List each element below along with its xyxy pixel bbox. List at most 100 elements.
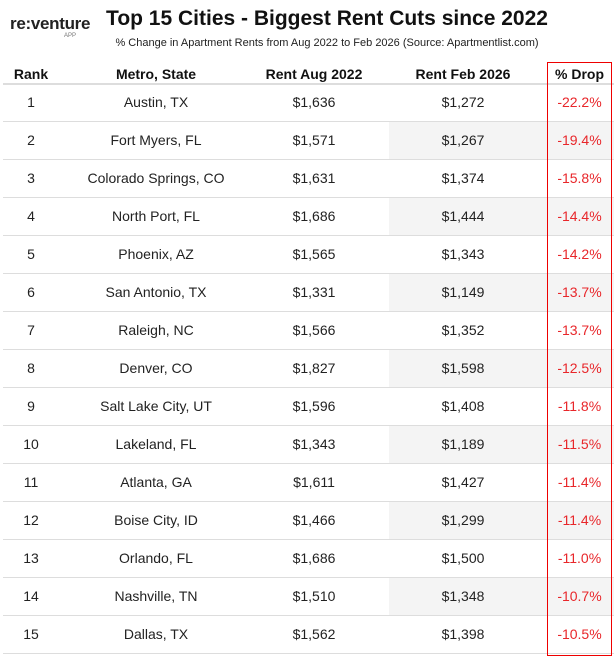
cell-rent-feb-2026: $1,299 — [441, 512, 485, 528]
chart-title: Top 15 Cities - Biggest Rent Cuts since … — [106, 7, 548, 30]
cell-pct-drop: -10.7% — [557, 588, 602, 604]
cell-pct-drop: -13.7% — [557, 284, 602, 300]
row-shade — [389, 122, 614, 159]
cell-rent-feb-2026: $1,374 — [441, 170, 485, 186]
cell-rent-aug-2022: $1,343 — [292, 436, 336, 452]
cell-rank: 15 — [23, 626, 39, 642]
cell-rank: 4 — [27, 208, 35, 224]
cell-metro: Atlanta, GA — [120, 474, 192, 490]
table-row: 6 San Antonio, TX $1,331 $1,149 -13.7% — [3, 274, 614, 312]
cell-metro: Orlando, FL — [119, 550, 193, 566]
cell-pct-drop: -15.8% — [557, 170, 602, 186]
cell-rank: 9 — [27, 398, 35, 414]
cell-rent-aug-2022: $1,510 — [292, 588, 336, 604]
cell-pct-drop: -12.5% — [557, 360, 602, 376]
cell-metro: Nashville, TN — [114, 588, 198, 604]
table-row: 5 Phoenix, AZ $1,565 $1,343 -14.2% — [3, 236, 614, 274]
cell-rent-feb-2026: $1,408 — [441, 398, 485, 414]
cell-rent-feb-2026: $1,149 — [441, 284, 485, 300]
cell-rank: 2 — [27, 132, 35, 148]
cell-pct-drop: -11.4% — [557, 474, 602, 490]
cell-rank: 8 — [27, 360, 35, 376]
cell-pct-drop: -19.4% — [557, 132, 602, 148]
cell-rent-feb-2026: $1,189 — [441, 436, 485, 452]
cell-rent-feb-2026: $1,500 — [441, 550, 485, 566]
cell-rent-feb-2026: $1,598 — [441, 360, 485, 376]
cell-rent-aug-2022: $1,571 — [292, 132, 336, 148]
header-rent-aug-2022: Rent Aug 2022 — [265, 66, 363, 82]
cell-rent-aug-2022: $1,631 — [292, 170, 336, 186]
cell-rent-aug-2022: $1,566 — [292, 322, 336, 338]
header-divider — [3, 83, 614, 85]
cell-metro: Salt Lake City, UT — [100, 398, 212, 414]
cell-rent-aug-2022: $1,565 — [292, 246, 336, 262]
row-shade — [389, 578, 614, 615]
table-row: 1 Austin, TX $1,636 $1,272 -22.2% — [3, 84, 614, 122]
cell-rank: 3 — [27, 170, 35, 186]
cell-rent-aug-2022: $1,686 — [292, 208, 336, 224]
cell-pct-drop: -11.0% — [557, 550, 602, 566]
table-row: 9 Salt Lake City, UT $1,596 $1,408 -11.8% — [3, 388, 614, 426]
table-row: 8 Denver, CO $1,827 $1,598 -12.5% — [3, 350, 614, 388]
cell-rent-feb-2026: $1,272 — [441, 94, 485, 110]
cell-rent-feb-2026: $1,343 — [441, 246, 485, 262]
cell-rent-feb-2026: $1,267 — [441, 132, 485, 148]
cell-rent-aug-2022: $1,466 — [292, 512, 336, 528]
cell-metro: San Antonio, TX — [105, 284, 207, 300]
cell-metro: Fort Myers, FL — [110, 132, 202, 148]
cell-metro: Colorado Springs, CO — [87, 170, 225, 186]
table-row: 3 Colorado Springs, CO $1,631 $1,374 -15.8% — [3, 160, 614, 198]
cell-metro: Austin, TX — [123, 94, 189, 110]
cell-rank: 1 — [27, 94, 35, 110]
cell-rank: 10 — [23, 436, 39, 452]
cell-rank: 13 — [23, 550, 39, 566]
cell-rent-aug-2022: $1,562 — [292, 626, 336, 642]
cell-metro: Lakeland, FL — [115, 436, 197, 452]
cell-rent-aug-2022: $1,686 — [292, 550, 336, 566]
cell-metro: Raleigh, NC — [118, 322, 194, 338]
cell-rent-feb-2026: $1,427 — [441, 474, 485, 490]
cell-pct-drop: -11.5% — [557, 436, 602, 452]
row-shade — [389, 426, 614, 463]
row-shade — [389, 198, 614, 235]
cell-rank: 7 — [27, 322, 35, 338]
cell-rent-aug-2022: $1,611 — [293, 474, 335, 490]
cell-rent-aug-2022: $1,596 — [292, 398, 336, 414]
cell-pct-drop: -13.7% — [557, 322, 602, 338]
cell-metro: Phoenix, AZ — [118, 246, 194, 262]
cell-metro: North Port, FL — [112, 208, 200, 224]
table-row: 10 Lakeland, FL $1,343 $1,189 -11.5% — [3, 426, 614, 464]
cell-rank: 14 — [23, 588, 39, 604]
cell-rank: 5 — [27, 246, 35, 262]
cell-metro: Dallas, TX — [123, 626, 189, 642]
chart-subtitle: % Change in Apartment Rents from Aug 202… — [115, 37, 539, 49]
header-rank: Rank — [13, 66, 49, 82]
cell-rent-feb-2026: $1,398 — [441, 626, 485, 642]
cell-pct-drop: -10.5% — [557, 626, 602, 642]
cell-rent-feb-2026: $1,444 — [441, 208, 485, 224]
header-metro: Metro, State — [115, 66, 197, 82]
table-row: 14 Nashville, TN $1,510 $1,348 -10.7% — [3, 578, 614, 616]
cell-pct-drop: -11.4% — [557, 512, 602, 528]
cell-rent-feb-2026: $1,348 — [441, 588, 485, 604]
header-pct-drop: % Drop — [555, 66, 604, 82]
cell-rent-aug-2022: $1,331 — [292, 284, 336, 300]
cell-rank: 11 — [23, 474, 39, 490]
cell-pct-drop: -14.2% — [557, 246, 602, 262]
cell-rent-aug-2022: $1,636 — [292, 94, 336, 110]
cell-pct-drop: -11.8% — [557, 398, 602, 414]
cell-rank: 6 — [27, 284, 35, 300]
cell-metro: Denver, CO — [119, 360, 193, 376]
cell-pct-drop: -14.4% — [557, 208, 602, 224]
table-row: 12 Boise City, ID $1,466 $1,299 -11.4% — [3, 502, 614, 540]
header-rent-feb-2026: Rent Feb 2026 — [415, 66, 511, 82]
table-row: 11 Atlanta, GA $1,611 $1,427 -11.4% — [3, 464, 614, 502]
cell-pct-drop: -22.2% — [557, 94, 602, 110]
table-row: 7 Raleigh, NC $1,566 $1,352 -13.7% — [3, 312, 614, 350]
logo-sub: APP — [64, 33, 77, 39]
cell-metro: Boise City, ID — [114, 512, 198, 528]
row-shade — [389, 350, 614, 387]
table-row: 2 Fort Myers, FL $1,571 $1,267 -19.4% — [3, 122, 614, 160]
cell-rank: 12 — [23, 512, 39, 528]
